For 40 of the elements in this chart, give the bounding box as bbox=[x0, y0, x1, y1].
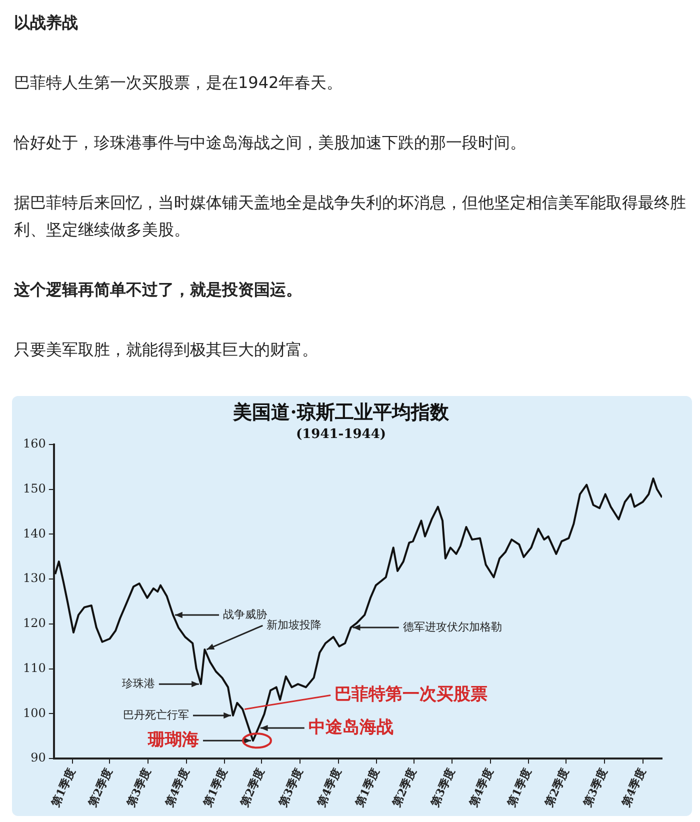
x-tick-label: 第4季度 bbox=[314, 766, 344, 810]
annotation: 珍珠港 bbox=[122, 676, 155, 690]
x-tick-label: 第2季度 bbox=[390, 766, 420, 810]
chart-subtitle: (1941-1944) bbox=[296, 426, 386, 442]
y-tick-label: 130 bbox=[23, 571, 46, 586]
x-tick-label: 第2季度 bbox=[86, 766, 116, 810]
annotation: 巴菲特第一次买股票 bbox=[334, 684, 488, 705]
y-tick-label: 120 bbox=[23, 616, 46, 630]
y-tick-label: 150 bbox=[23, 481, 46, 496]
text: 以战养战 bbox=[14, 12, 79, 34]
annotation: 新加坡投降 bbox=[266, 618, 322, 632]
x-tick-label: 第3季度 bbox=[276, 766, 306, 810]
annotation: 战争威胁 bbox=[223, 608, 268, 621]
x-tick-label: 第4季度 bbox=[466, 766, 496, 810]
text: 据巴菲特后来回忆，当时媒体铺天盖地全是战争失利的坏消息，但他坚定相信美军能取得最终胜利、坚定继续做多美股。 bbox=[14, 192, 686, 241]
annotation: 德军进攻伏尔加格勒 bbox=[402, 620, 502, 634]
y-tick-label: 90 bbox=[30, 750, 46, 765]
text: 只要美军取胜，就能得到极其巨大的财富。 bbox=[14, 339, 319, 361]
y-tick-label: 160 bbox=[23, 436, 46, 451]
x-tick-label: 第2季度 bbox=[238, 766, 268, 810]
x-tick-label: 第1季度 bbox=[352, 766, 382, 810]
x-tick-label: 第1季度 bbox=[200, 766, 230, 810]
text: 恰好处于，珍珠港事件与中途岛海战之间，美股加速下跌的那一段时间。 bbox=[14, 132, 527, 154]
y-tick-label: 140 bbox=[23, 526, 46, 540]
chart-title: 美国道·琼斯工业平均指数 bbox=[232, 401, 450, 424]
x-tick-label: 第1季度 bbox=[504, 766, 534, 810]
y-tick-label: 110 bbox=[23, 660, 46, 675]
x-tick-label: 第4季度 bbox=[162, 766, 192, 810]
annotation: 中途岛海战 bbox=[308, 717, 394, 738]
x-tick-label: 第3季度 bbox=[580, 766, 610, 810]
x-tick-label: 第3季度 bbox=[428, 766, 458, 810]
annotation: 珊瑚海 bbox=[146, 730, 199, 750]
x-tick-label: 第4季度 bbox=[618, 766, 648, 810]
y-tick-label: 100 bbox=[23, 706, 46, 720]
x-tick-label: 第2季度 bbox=[542, 766, 572, 810]
annotation: 巴丹死亡行军 bbox=[123, 708, 189, 722]
x-tick-label: 第1季度 bbox=[48, 766, 78, 810]
x-tick-label: 第3季度 bbox=[124, 766, 154, 810]
text: 这个逻辑再简单不过了，就是投资国运。 bbox=[14, 279, 303, 301]
text: 巴菲特人生第一次买股票，是在1942年春天。 bbox=[14, 72, 344, 94]
